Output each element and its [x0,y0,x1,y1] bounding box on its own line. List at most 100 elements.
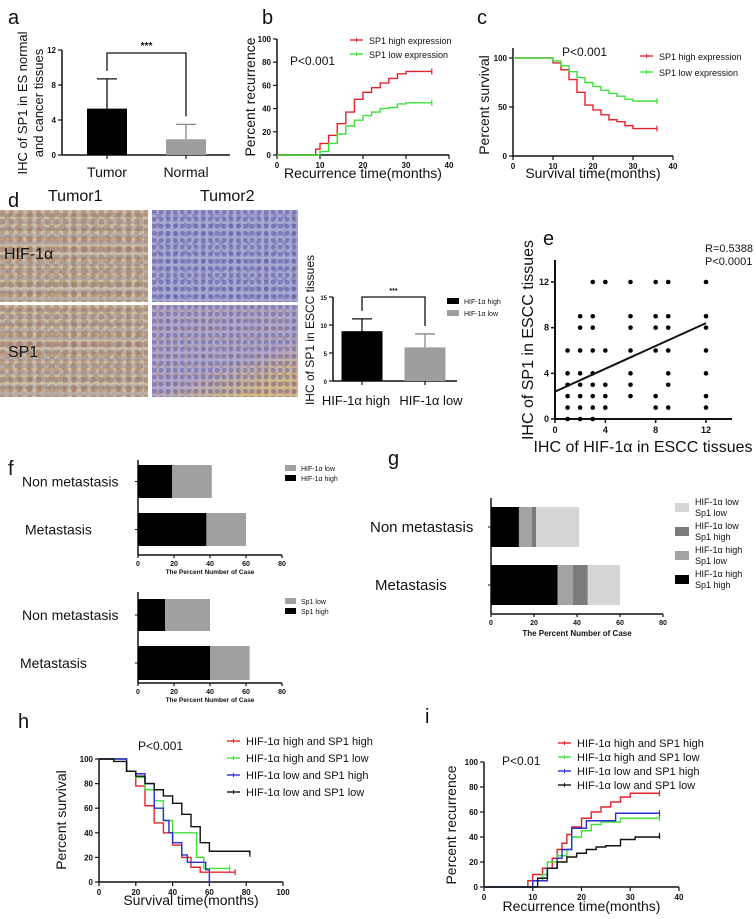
scatter-point [603,348,608,353]
y-tick-label: 0 [544,414,549,424]
bar-segment-sp1-high [138,646,210,680]
scatter-point [665,313,671,319]
micrograph-tumor1-hif1a [0,210,148,302]
y-tick-label: 0 [474,883,479,892]
legend-label: HIF-1α high [464,299,501,306]
curve-hif-1-high-and-sp1-high [484,792,660,888]
x-tick-label: 40 [675,893,684,902]
y-tick-label: 60 [469,808,478,817]
y-tick-label: 0 [324,380,328,386]
y-tick-label: 20 [469,858,478,867]
significance-label: *** [389,288,397,295]
x-axis-label: IHC of HIF-1α in ESCC tissues [533,439,752,456]
scatter-point [703,371,709,376]
x-category-label: HIF-1α high [322,393,390,408]
legend-label: SP1 high expression [659,52,742,62]
x-tick-label: 30 [629,162,638,171]
scatter-point [577,313,583,319]
x-tick-label: 0 [97,888,102,897]
scatter-point [590,405,596,410]
y-tick-label: 8 [52,81,57,90]
scatter-point [665,371,671,376]
y-tick-label: 20 [262,128,271,137]
x-tick-label: 0 [489,620,493,627]
y-tick-label: 4 [544,368,549,378]
scatter-point [628,393,633,399]
curve-hif-1-high-and-sp1-low [99,758,230,870]
legend-label: HIF-1α low and SP1 low [577,780,695,792]
y-tick-label: 12 [47,46,56,55]
scatter-point [628,348,633,353]
legend-label: HIF-1α low [301,466,336,473]
legend-label: HIF-1α high and SP1 high [246,736,373,748]
y-tick-label: 10 [320,324,327,330]
scatter-point [665,405,671,410]
x-axis-label: The Percent Number of Case [522,629,632,638]
legend-swatch [285,465,296,471]
scatter-point [577,416,583,422]
x-tick-label: 0 [275,161,280,170]
panel-label-d: d [8,190,19,212]
legend-swatch [675,527,689,536]
bar-segment-hif-1-low [206,513,246,546]
bar-segment-hif-1-low-sp1-low [536,507,580,547]
x-tick-label: 12 [701,425,711,435]
scatter-point [703,405,709,410]
scatter-point [628,382,633,388]
legend-label: HIF-1α high Sp1 high [695,569,742,590]
scatter-point [590,348,596,353]
scatter-point [577,348,583,353]
x-axis-label: Survival time(months) [123,892,258,908]
scatter-point [665,279,671,285]
legend-label: HIF-1α high Sp1 low [695,545,742,566]
scatter-point [603,393,608,399]
bar-segment-hif-1-high-sp1-high [491,507,519,547]
x-category-label: HIF-1α low [399,393,463,408]
scatter-point [665,325,671,330]
scatter-point [590,279,596,285]
scatter-point [628,325,633,330]
y-tick-label: 100 [258,35,272,44]
scatter-point [577,371,583,376]
panel-label-f: f [8,458,14,480]
bar-segment-sp1-low [210,646,250,680]
legend-swatch [675,575,689,584]
scatter-point [653,279,658,285]
x-tick-label: 60 [616,620,624,627]
x-tick-label: 60 [205,888,214,897]
x-tick-label: 0 [511,162,516,171]
y-tick-label: 80 [469,783,478,792]
x-tick-label: 20 [589,162,598,171]
micrograph-tumor2-sp1 [152,305,298,397]
legend-label: Sp1 high [301,609,329,616]
x-axis-label: Survival time(months) [525,165,660,181]
y-tick-label: 5 [324,352,328,358]
bar-segment-hif-1-low [172,465,212,498]
significance-bracket [106,52,187,117]
y-tick-label: 40 [469,833,478,842]
scatter-point [653,348,658,353]
y-category-label: Metastasis [375,577,447,594]
legend-label: HIF-1α low and SP1 high [246,770,369,782]
y-tick-label: 4 [52,116,57,125]
column-label-tumor2: Tumor2 [200,188,255,205]
scatter-point [703,393,709,399]
y-tick-label: 0 [267,151,272,160]
panel-label-h: h [18,711,29,733]
legend-swatch [285,608,296,614]
scatter-point [590,393,596,399]
bar-segment-sp1-high [138,599,165,631]
x-tick-label: 80 [242,888,251,897]
scatter-point [577,325,583,330]
x-tick-label: 20 [577,893,586,902]
x-tick-label: 20 [170,689,178,696]
micrograph-tumor1-sp1 [0,305,148,397]
panel-label-e: e [543,228,554,250]
panel-label-g: g [388,448,399,470]
curve-sp1-high-expression [513,57,657,130]
panel-label-c: c [477,7,487,29]
scatter-point [665,348,671,353]
scatter-point [653,405,658,410]
legend-label: HIF-1α high and SP1 high [577,738,704,750]
x-tick-label: 80 [659,620,667,627]
